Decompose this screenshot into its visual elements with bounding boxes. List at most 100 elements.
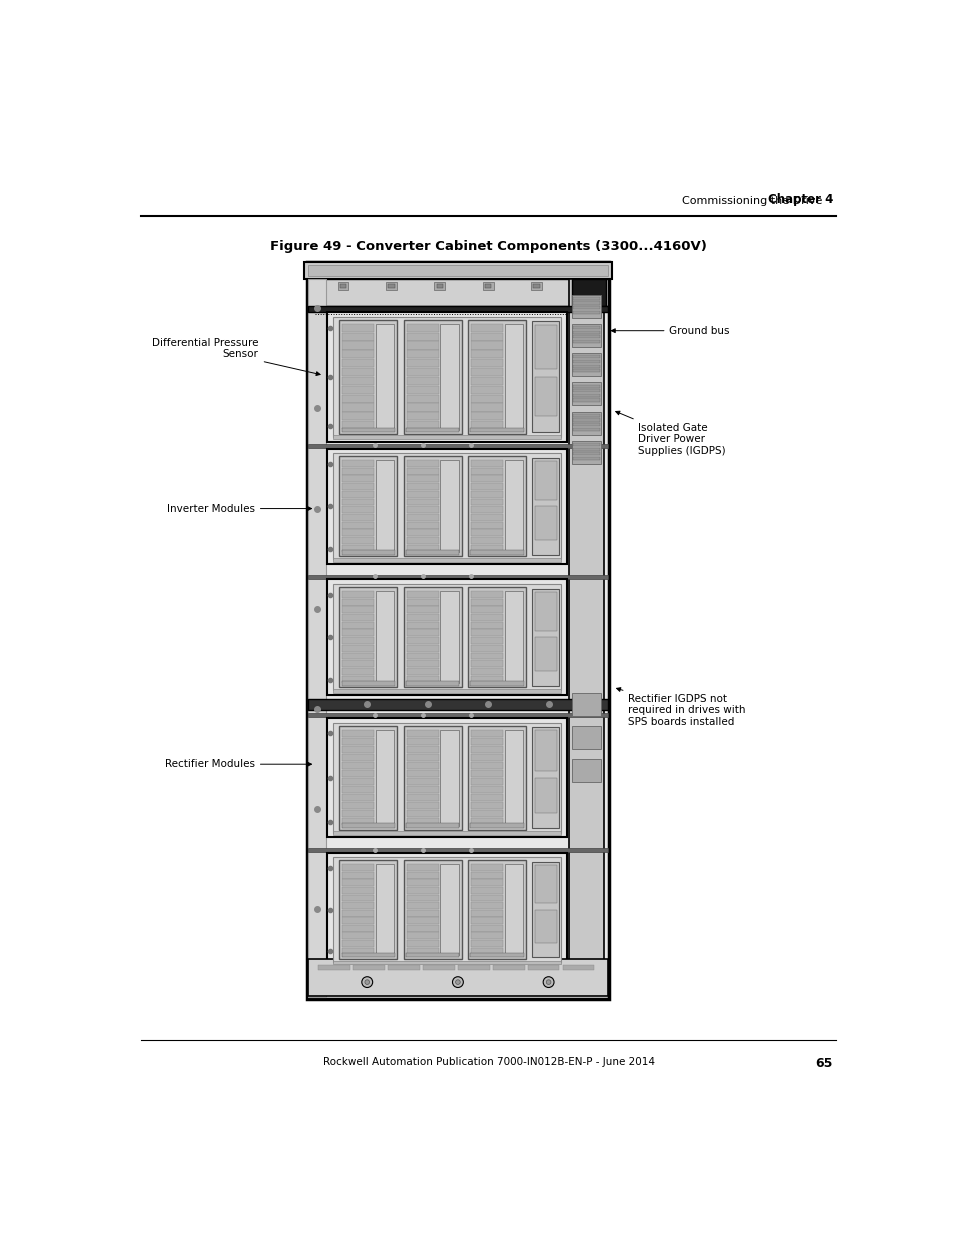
Bar xyxy=(406,652,438,659)
Circle shape xyxy=(365,979,369,984)
Bar xyxy=(573,448,599,451)
Bar xyxy=(388,284,395,288)
Bar xyxy=(471,637,502,645)
Bar xyxy=(342,599,374,605)
Bar xyxy=(406,385,438,394)
Bar xyxy=(573,452,599,456)
Bar xyxy=(471,351,502,358)
Bar xyxy=(303,262,612,279)
Bar xyxy=(534,778,557,813)
Bar xyxy=(571,441,600,464)
Text: 65: 65 xyxy=(815,1057,832,1070)
Bar xyxy=(327,579,567,695)
Bar xyxy=(406,902,438,909)
Bar xyxy=(406,887,438,894)
Bar xyxy=(471,368,502,377)
Bar xyxy=(406,324,438,332)
Bar xyxy=(406,475,438,483)
Bar xyxy=(386,282,396,290)
Bar xyxy=(406,332,438,341)
Bar xyxy=(406,802,438,809)
Bar xyxy=(307,848,608,852)
Bar xyxy=(406,737,438,745)
Bar xyxy=(573,457,599,461)
Bar xyxy=(342,902,374,909)
Bar xyxy=(406,769,438,777)
Bar xyxy=(307,714,608,718)
Bar xyxy=(406,412,438,420)
Bar xyxy=(406,545,438,552)
Bar xyxy=(471,925,502,931)
Bar xyxy=(573,443,599,446)
Bar xyxy=(573,394,599,396)
Bar xyxy=(471,461,502,467)
Bar xyxy=(571,726,600,750)
Bar xyxy=(406,676,438,683)
Bar xyxy=(573,427,599,431)
Bar xyxy=(342,475,374,483)
Bar xyxy=(307,279,326,997)
Bar xyxy=(342,637,374,645)
Bar xyxy=(342,918,374,924)
Bar xyxy=(468,320,525,433)
Text: Rectifier IGDPS not
required in drives with
SPS boards installed: Rectifier IGDPS not required in drives w… xyxy=(616,688,745,727)
Bar xyxy=(342,621,374,629)
Bar xyxy=(406,599,438,605)
Bar xyxy=(471,932,502,940)
Bar xyxy=(406,953,459,957)
Bar xyxy=(573,359,599,363)
Text: Differential Pressure
Sensor: Differential Pressure Sensor xyxy=(152,337,320,375)
Bar xyxy=(471,947,502,955)
Bar xyxy=(406,864,438,871)
Bar xyxy=(375,592,394,683)
Bar xyxy=(471,592,502,598)
Bar xyxy=(406,395,438,403)
Bar xyxy=(471,404,502,411)
Bar xyxy=(571,411,600,435)
Bar xyxy=(406,537,438,543)
Bar xyxy=(471,537,502,543)
Bar xyxy=(342,762,374,769)
Bar xyxy=(471,864,502,871)
Bar xyxy=(440,730,458,826)
Bar xyxy=(471,514,502,521)
Circle shape xyxy=(542,977,554,988)
Bar xyxy=(573,369,599,372)
Bar xyxy=(406,910,438,916)
Bar xyxy=(471,769,502,777)
Bar xyxy=(307,262,608,999)
Bar xyxy=(342,753,374,761)
Bar xyxy=(573,336,599,338)
Bar xyxy=(337,282,348,290)
Bar xyxy=(342,324,374,332)
Bar xyxy=(342,910,374,916)
Bar xyxy=(403,861,461,960)
Bar xyxy=(406,810,438,818)
Bar xyxy=(471,918,502,924)
Bar xyxy=(403,456,461,556)
Bar xyxy=(403,320,461,433)
Bar xyxy=(470,680,523,685)
Bar xyxy=(342,377,374,385)
Bar xyxy=(406,637,438,645)
Bar xyxy=(471,802,502,809)
Bar xyxy=(406,521,438,529)
Bar xyxy=(440,461,458,552)
Bar xyxy=(307,699,608,710)
Bar xyxy=(353,966,385,969)
Bar xyxy=(568,279,604,993)
Bar xyxy=(573,384,599,388)
Bar xyxy=(342,412,374,420)
Bar xyxy=(406,421,438,430)
Bar xyxy=(534,730,557,771)
Bar xyxy=(342,359,374,367)
Bar xyxy=(471,652,502,659)
Bar xyxy=(573,424,599,426)
Bar xyxy=(342,332,374,341)
Bar xyxy=(406,668,438,674)
Bar xyxy=(406,778,438,785)
Bar xyxy=(534,325,557,369)
Bar xyxy=(342,645,374,652)
Bar xyxy=(457,966,489,969)
Bar xyxy=(531,282,541,290)
